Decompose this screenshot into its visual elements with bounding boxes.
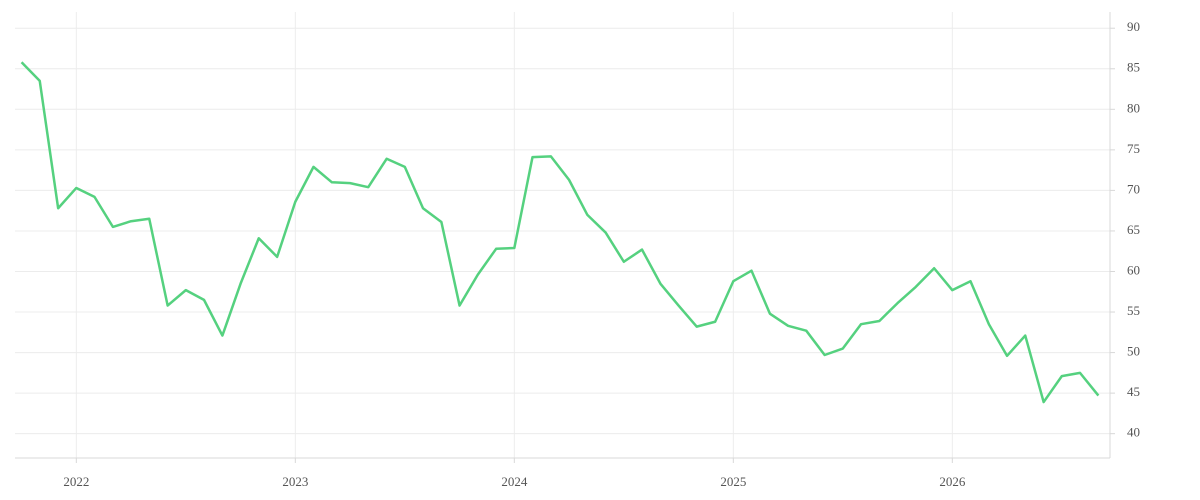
y-tick-label: 85 xyxy=(1127,60,1140,75)
data-line xyxy=(20,61,1100,404)
x-tick-label: 2023 xyxy=(282,474,308,489)
y-tick-label: 65 xyxy=(1127,222,1140,237)
x-tick-label: 2022 xyxy=(63,474,89,489)
y-tick-label: 60 xyxy=(1127,262,1140,277)
y-tick-label: 50 xyxy=(1127,344,1140,359)
x-tick-label: 2024 xyxy=(501,474,528,489)
y-tick-label: 75 xyxy=(1127,141,1140,156)
y-tick-label: 40 xyxy=(1127,425,1140,440)
y-tick-label: 70 xyxy=(1127,181,1140,196)
x-tick-label: 2026 xyxy=(939,474,966,489)
y-tick-label: 45 xyxy=(1127,384,1140,399)
y-tick-label: 90 xyxy=(1127,19,1140,34)
y-tick-label: 80 xyxy=(1127,100,1140,115)
y-tick-label: 55 xyxy=(1127,303,1140,318)
x-tick-label: 2025 xyxy=(720,474,746,489)
